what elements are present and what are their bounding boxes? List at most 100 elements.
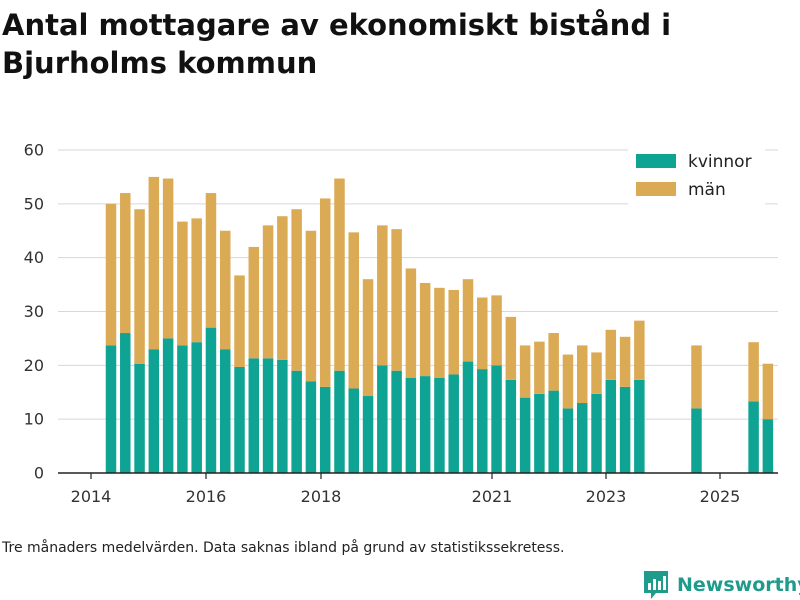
bars	[105, 176, 774, 473]
bar-man	[576, 345, 588, 404]
x-tick-label: 2018	[301, 487, 342, 506]
y-axis-labels: 0 10 20 30 40 50 60	[24, 141, 44, 483]
bar-man	[534, 341, 545, 394]
legend-swatch	[636, 154, 676, 168]
bar-man	[105, 203, 117, 346]
x-tick-label: 2016	[186, 487, 227, 506]
bar-man	[634, 320, 645, 380]
bar-kvinnor	[491, 365, 502, 473]
bar-kvinnor	[605, 379, 617, 473]
bar-kvinnor	[762, 419, 774, 473]
bar-man	[234, 275, 245, 367]
bar-kvinnor	[619, 386, 631, 473]
bar-man	[691, 345, 702, 409]
bar-man	[262, 225, 274, 359]
bar-kvinnor	[177, 345, 188, 473]
y-tick-label: 50	[24, 194, 44, 213]
bar-kvinnor	[105, 345, 117, 473]
bar-kvinnor	[205, 327, 217, 473]
bar-kvinnor	[219, 349, 231, 473]
bar-man	[248, 246, 260, 359]
bar-kvinnor	[519, 397, 531, 473]
bar-man	[505, 316, 517, 380]
bar-man	[462, 279, 474, 362]
bar-kvinnor	[362, 396, 374, 473]
y-tick-label: 30	[24, 302, 44, 321]
footnote: Tre månaders medelvärden. Data saknas ib…	[2, 540, 565, 556]
bar-man	[148, 176, 160, 350]
y-tick-label: 60	[24, 141, 44, 160]
y-tick-label: 40	[24, 248, 44, 267]
bar-kvinnor	[262, 358, 274, 473]
bar-man	[619, 336, 631, 387]
bar-man	[219, 230, 231, 350]
bar-man	[377, 225, 388, 366]
bar-kvinnor	[277, 359, 288, 473]
bar-kvinnor	[334, 370, 345, 473]
bar-man	[491, 295, 502, 366]
newsworthy-logo-icon	[644, 571, 668, 599]
bar-man	[391, 229, 402, 371]
bar-man	[562, 354, 574, 409]
bar-kvinnor	[319, 386, 331, 473]
bar-kvinnor	[148, 349, 160, 473]
bar-kvinnor	[377, 365, 388, 473]
bar-man	[548, 333, 559, 391]
x-axis-labels: 2014 2016 2018 2021 2023 2025	[71, 473, 740, 506]
bar-man	[191, 218, 202, 343]
bar-kvinnor	[505, 379, 517, 473]
bar-kvinnor	[562, 408, 574, 473]
x-tick-label: 2021	[472, 487, 513, 506]
bar-man	[120, 193, 131, 334]
bar-man	[419, 282, 431, 377]
brand: Newsworthy	[643, 570, 800, 600]
legend-label: män	[688, 180, 726, 200]
bar-man	[291, 209, 302, 371]
bar-kvinnor	[576, 403, 588, 473]
bar-man	[348, 232, 360, 389]
bar-kvinnor	[748, 401, 759, 473]
bar-kvinnor	[291, 370, 302, 473]
bar-kvinnor	[391, 370, 402, 473]
bar-kvinnor	[191, 342, 202, 473]
bar-kvinnor	[305, 381, 317, 473]
bar-man	[434, 287, 445, 378]
bar-kvinnor	[691, 408, 702, 473]
bar-kvinnor	[348, 388, 360, 473]
legend-swatch	[636, 182, 676, 196]
bar-man	[477, 297, 488, 370]
bar-man	[605, 329, 617, 380]
bar-kvinnor	[434, 377, 445, 473]
bar-kvinnor	[548, 390, 559, 473]
bar-kvinnor	[534, 393, 545, 473]
y-tick-label: 20	[24, 356, 44, 375]
bar-man	[762, 363, 774, 420]
bar-man	[277, 216, 288, 360]
bar-man	[405, 268, 417, 378]
bar-kvinnor	[120, 333, 131, 473]
legend-label: kvinnor	[688, 152, 752, 172]
y-tick-label: 10	[24, 410, 44, 429]
bar-kvinnor	[634, 379, 645, 473]
y-tick-label: 0	[34, 464, 44, 483]
bar-kvinnor	[591, 393, 602, 473]
bar-kvinnor	[462, 361, 474, 473]
x-tick-label: 2014	[71, 487, 112, 506]
bar-kvinnor	[419, 376, 431, 473]
bar-man	[748, 342, 759, 402]
bar-man	[362, 279, 374, 397]
bar-man	[205, 193, 217, 328]
bar-kvinnor	[234, 366, 245, 473]
bar-man	[591, 352, 602, 394]
bar-man	[177, 221, 188, 346]
bar-man	[319, 198, 331, 387]
bar-man	[162, 178, 174, 339]
bar-man	[305, 230, 317, 382]
bar-kvinnor	[248, 358, 260, 473]
x-tick-label: 2023	[586, 487, 627, 506]
legend: kvinnor män	[628, 145, 765, 205]
bar-kvinnor	[448, 374, 459, 473]
bar-kvinnor	[134, 363, 145, 473]
bar-man	[334, 178, 345, 371]
